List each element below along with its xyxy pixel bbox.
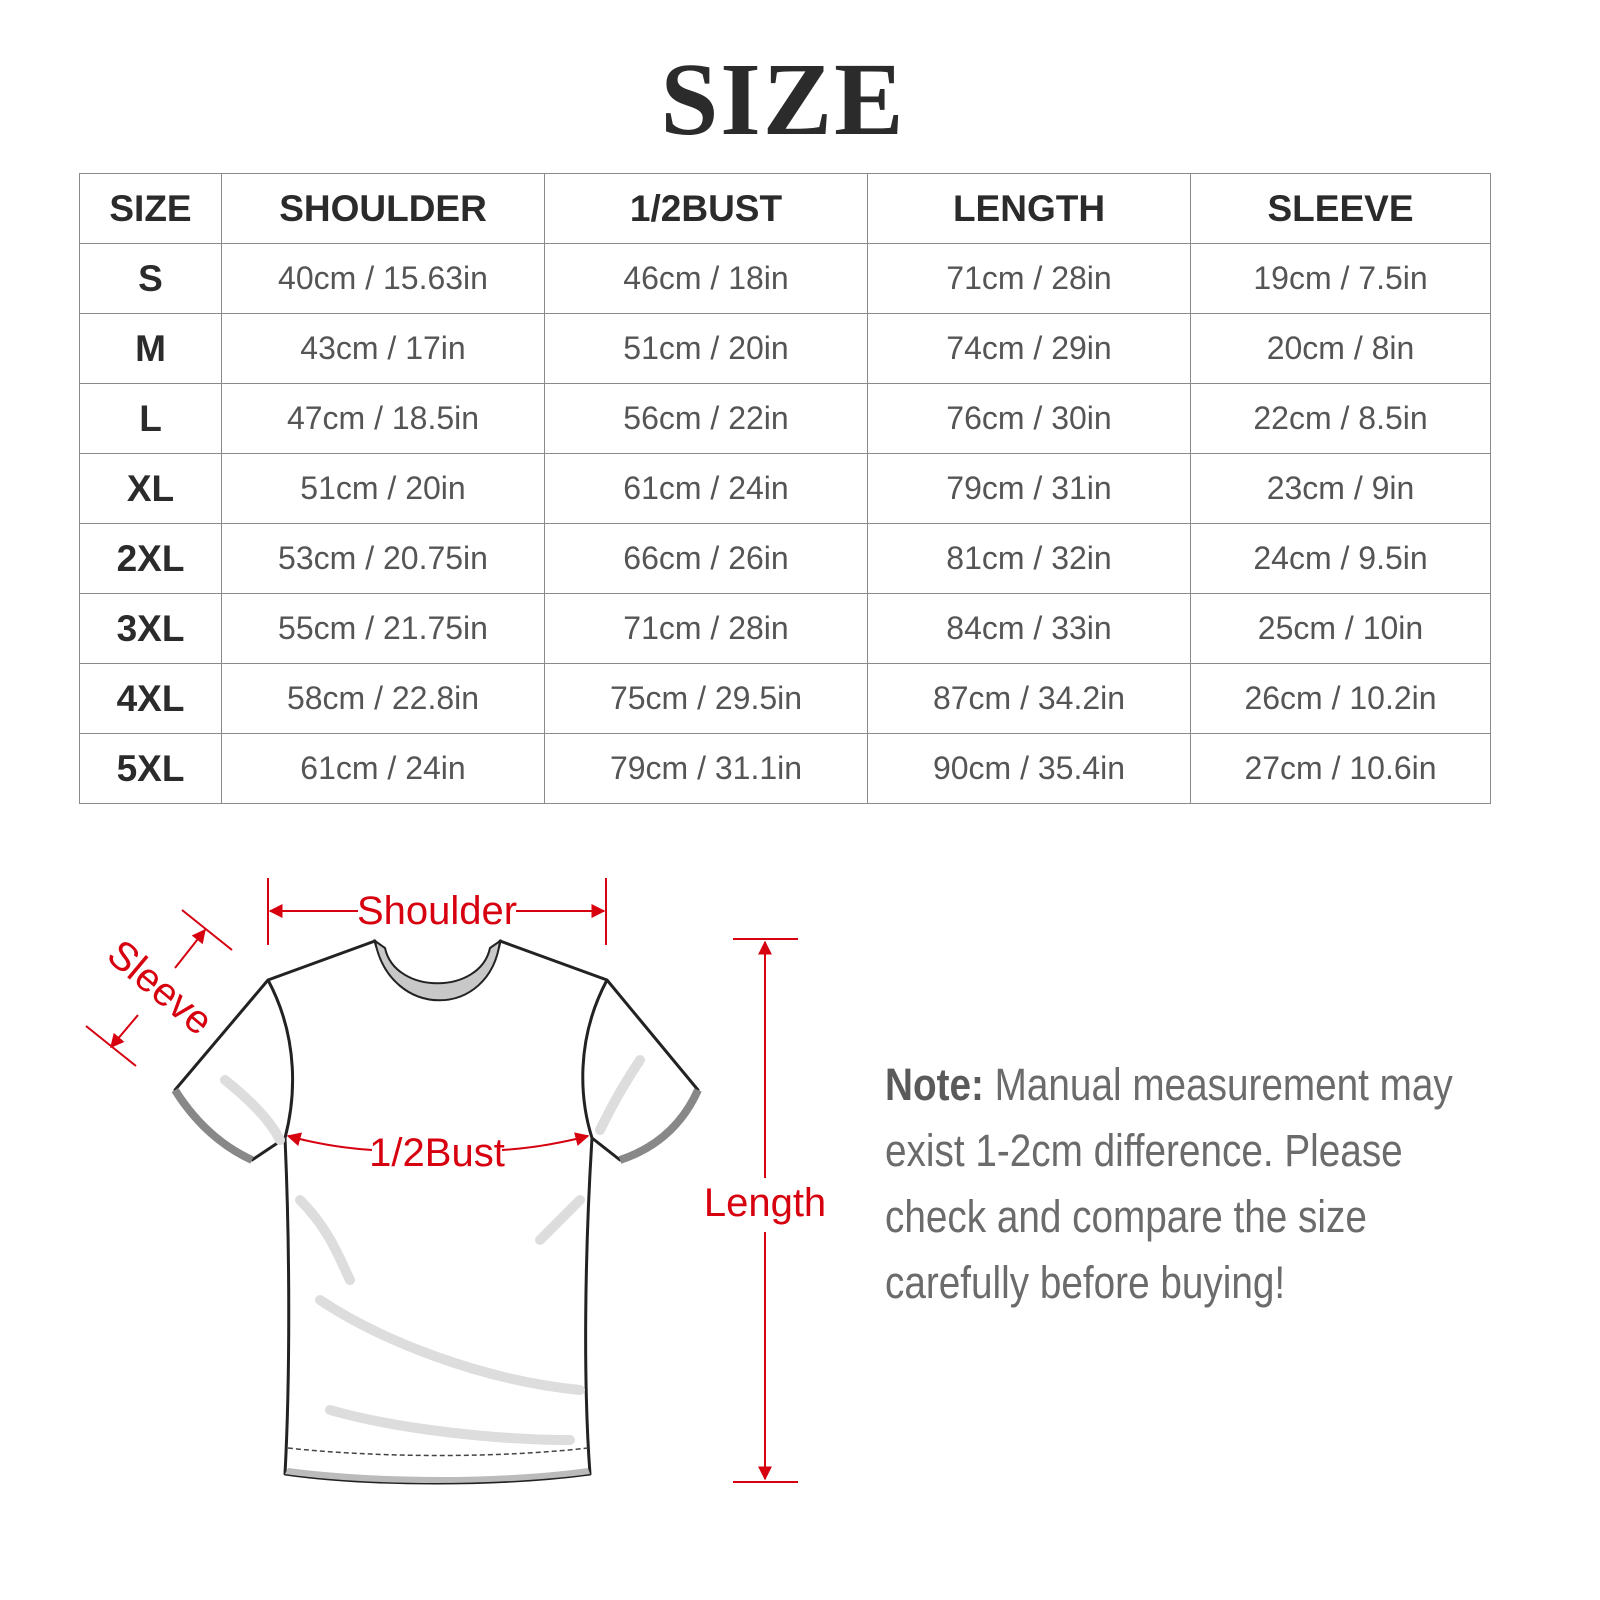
shoulder-label: Shoulder <box>357 889 517 933</box>
measurement-cell: 51cm / 20in <box>221 453 545 524</box>
size-cell: XL <box>79 453 222 524</box>
measurement-cell: 74cm / 29in <box>867 313 1191 384</box>
measurement-cell: 71cm / 28in <box>544 593 868 664</box>
header-size: SIZE <box>79 173 222 244</box>
table-row: 3XL 55cm / 21.75in 71cm / 28in 84cm / 33in 2… <box>79 593 1491 664</box>
page-title: SIZE <box>660 42 906 157</box>
size-table: SIZE SHOULDER 1/2BUST LENGTH SLEEVE S 40c… <box>79 173 1491 804</box>
note-body: Manual measurement may exist 1-2cm diffe… <box>885 1059 1453 1308</box>
measurement-cell: 20cm / 8in <box>1190 313 1491 384</box>
measurement-cell: 61cm / 24in <box>544 453 868 524</box>
table-row: S 40cm / 15.63in 46cm / 18in 71cm / 28in 19c… <box>79 243 1491 314</box>
measurement-cell: 75cm / 29.5in <box>544 663 868 734</box>
measurement-cell: 61cm / 24in <box>221 733 545 804</box>
measurement-cell: 81cm / 32in <box>867 523 1191 594</box>
measurement-cell: 76cm / 30in <box>867 383 1191 454</box>
table-row: 4XL 58cm / 22.8in 75cm / 29.5in 87cm / 34.2… <box>79 663 1491 734</box>
table-row: 5XL 61cm / 24in 79cm / 31.1in 90cm / 35.4in… <box>79 733 1491 804</box>
measurement-cell: 23cm / 9in <box>1190 453 1491 524</box>
measurement-cell: 58cm / 22.8in <box>221 663 545 734</box>
measurement-cell: 55cm / 21.75in <box>221 593 545 664</box>
measurement-cell: 46cm / 18in <box>544 243 868 314</box>
table-row: XL 51cm / 20in 61cm / 24in 79cm / 31in 23cm … <box>79 453 1491 524</box>
measurement-cell: 47cm / 18.5in <box>221 383 545 454</box>
size-cell: S <box>79 243 222 314</box>
measurement-cell: 40cm / 15.63in <box>221 243 545 314</box>
size-cell: M <box>79 313 222 384</box>
bust-label: 1/2Bust <box>369 1131 505 1175</box>
tshirt-diagram: Shoulder Sleeve 1/2Bust Length <box>85 878 826 1485</box>
size-cell: 3XL <box>79 593 222 664</box>
header-bust: 1/2BUST <box>544 173 868 244</box>
measurement-cell: 25cm / 10in <box>1190 593 1491 664</box>
measurement-cell: 79cm / 31.1in <box>544 733 868 804</box>
measurement-cell: 19cm / 7.5in <box>1190 243 1491 314</box>
table-row: 2XL 53cm / 20.75in 66cm / 26in 81cm / 32in 2… <box>79 523 1491 594</box>
header-shoulder: SHOULDER <box>221 173 545 244</box>
sleeve-measure: Sleeve <box>85 909 233 1067</box>
measurement-cell: 66cm / 26in <box>544 523 868 594</box>
header-sleeve: SLEEVE <box>1190 173 1491 244</box>
bust-measure: 1/2Bust <box>286 1131 590 1175</box>
measurement-cell: 51cm / 20in <box>544 313 868 384</box>
length-label: Length <box>704 1181 826 1225</box>
measurement-cell: 79cm / 31in <box>867 453 1191 524</box>
table-row: M 43cm / 17in 51cm / 20in 74cm / 29in 20cm /… <box>79 313 1491 384</box>
table-row: L 47cm / 18.5in 56cm / 22in 76cm / 30in 22cm… <box>79 383 1491 454</box>
measurement-cell: 56cm / 22in <box>544 383 868 454</box>
measurement-cell: 22cm / 8.5in <box>1190 383 1491 454</box>
size-cell: 5XL <box>79 733 222 804</box>
size-cell: 4XL <box>79 663 222 734</box>
header-length: LENGTH <box>867 173 1191 244</box>
measurement-cell: 84cm / 33in <box>867 593 1191 664</box>
sleeve-label: Sleeve <box>99 932 221 1044</box>
measurement-cell: 43cm / 17in <box>221 313 545 384</box>
measurement-cell: 90cm / 35.4in <box>867 733 1191 804</box>
table-header-row: SIZE SHOULDER 1/2BUST LENGTH SLEEVE <box>79 173 1491 244</box>
length-measure: Length <box>704 938 826 1483</box>
note-label: Note: <box>885 1059 984 1110</box>
size-cell: 2XL <box>79 523 222 594</box>
measurement-cell: 26cm / 10.2in <box>1190 663 1491 734</box>
size-cell: L <box>79 383 222 454</box>
measurement-cell: 24cm / 9.5in <box>1190 523 1491 594</box>
measurement-cell: 53cm / 20.75in <box>221 523 545 594</box>
tshirt-icon <box>171 938 702 1485</box>
shoulder-measure: Shoulder <box>267 878 607 945</box>
measurement-cell: 71cm / 28in <box>867 243 1191 314</box>
measurement-cell: 87cm / 34.2in <box>867 663 1191 734</box>
note-text: Note: Manual measurement may exist 1-2cm… <box>885 1052 1504 1316</box>
measurement-cell: 27cm / 10.6in <box>1190 733 1491 804</box>
